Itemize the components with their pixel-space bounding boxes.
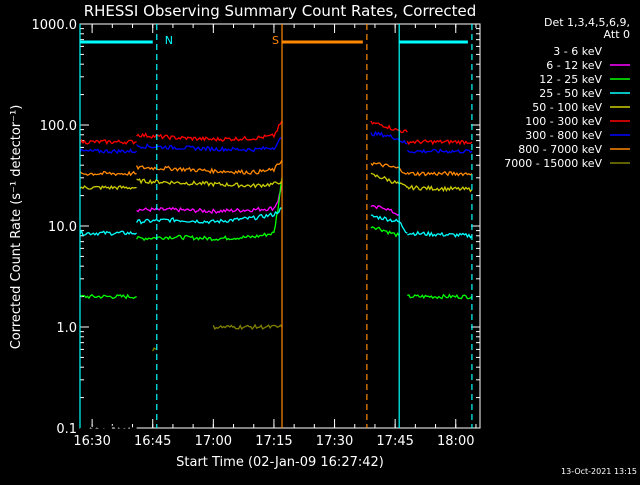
series-line bbox=[407, 293, 473, 300]
series-line bbox=[79, 184, 137, 191]
series-line bbox=[370, 172, 408, 189]
plot-frame bbox=[79, 23, 481, 429]
x-tick-label: 17:15 bbox=[255, 434, 292, 449]
legend-entry-label: 300 - 800 keV bbox=[525, 129, 602, 142]
series-line bbox=[79, 148, 138, 155]
marker-saa: S bbox=[272, 24, 368, 428]
legend-entry-label: 50 - 100 keV bbox=[532, 101, 602, 114]
series-line bbox=[136, 178, 283, 189]
series-line bbox=[136, 185, 283, 215]
x-tick-label: 16:45 bbox=[134, 434, 171, 449]
series-line bbox=[370, 130, 408, 145]
y-axis-label: Corrected Count Rate (s⁻¹ detector⁻¹) bbox=[9, 105, 24, 350]
y-tick-label: 10.0 bbox=[48, 220, 77, 235]
series-line bbox=[79, 424, 137, 429]
legend-entry-label: 6 - 12 keV bbox=[546, 59, 602, 72]
legend-entry-label: 100 - 300 keV bbox=[525, 115, 602, 128]
series-25-50kev bbox=[79, 207, 473, 239]
series-50-100kev bbox=[79, 172, 473, 193]
series-line bbox=[79, 138, 137, 146]
series-line bbox=[406, 139, 473, 146]
series-line bbox=[370, 214, 408, 234]
series-line bbox=[406, 148, 473, 154]
series-line bbox=[370, 205, 400, 216]
series-100-300kev bbox=[79, 120, 473, 146]
series-line bbox=[136, 195, 283, 251]
series-300-800kev bbox=[79, 130, 473, 155]
legend-entry-label: 7000 - 15000 keV bbox=[504, 157, 602, 170]
series-line bbox=[79, 293, 137, 300]
y-tick-label: 0.1 bbox=[56, 422, 77, 437]
y-tick-label: 100.0 bbox=[40, 119, 77, 134]
series-line bbox=[406, 184, 473, 193]
x-tick-label: 17:30 bbox=[316, 434, 353, 449]
legend-entry-label: 3 - 6 keV bbox=[553, 45, 602, 58]
x-tick-label: 17:45 bbox=[376, 434, 413, 449]
series-line bbox=[136, 177, 283, 242]
y-tick-label: 1.0 bbox=[56, 321, 77, 336]
legend-entry-label: 25 - 50 keV bbox=[539, 87, 602, 100]
chart-title: RHESSI Observing Summary Count Rates, Co… bbox=[84, 2, 477, 20]
series-800-7000kev bbox=[79, 159, 473, 177]
series-line bbox=[370, 120, 408, 134]
legend-entry-label: 12 - 25 keV bbox=[539, 73, 602, 86]
series-line bbox=[136, 159, 283, 175]
series-line bbox=[136, 207, 283, 225]
series-line bbox=[152, 347, 158, 352]
y-tick-label: 1000.0 bbox=[32, 18, 78, 33]
series-line bbox=[79, 170, 137, 177]
legend-header: Det 1,3,4,5,6,9, bbox=[544, 16, 630, 29]
footer-timestamp: 13-Oct-2021 13:15 bbox=[561, 467, 637, 476]
series-7000-15000kev bbox=[152, 323, 283, 352]
series-line bbox=[370, 226, 400, 238]
plot-area: 0.1 1.0 10.0 100.0 1000.0 16:30 16:45 17:00 17:1… bbox=[32, 18, 481, 449]
series-line bbox=[136, 120, 283, 142]
series-line bbox=[406, 170, 473, 177]
series-3-6kev bbox=[79, 195, 400, 429]
legend-header: Att 0 bbox=[604, 28, 630, 41]
series-line bbox=[136, 136, 283, 153]
marker-label: N bbox=[165, 34, 173, 47]
marker-label: S bbox=[272, 34, 279, 47]
x-tick-label: 18:00 bbox=[437, 434, 474, 449]
series-line bbox=[407, 230, 473, 239]
x-axis-label: Start Time (02-Jan-09 16:27:42) bbox=[176, 455, 384, 470]
marker-night2 bbox=[398, 24, 473, 428]
legend-entry-label: 800 - 7000 keV bbox=[518, 143, 602, 156]
marker-night: N bbox=[79, 24, 173, 428]
series-12-25kev bbox=[79, 177, 473, 300]
series-line bbox=[370, 161, 408, 175]
series-line bbox=[212, 323, 283, 330]
series-line bbox=[79, 229, 137, 237]
x-tick-label: 16:30 bbox=[73, 434, 110, 449]
x-tick-label: 17:00 bbox=[195, 434, 232, 449]
series-6-12kev bbox=[136, 185, 400, 216]
series-line bbox=[370, 226, 400, 249]
